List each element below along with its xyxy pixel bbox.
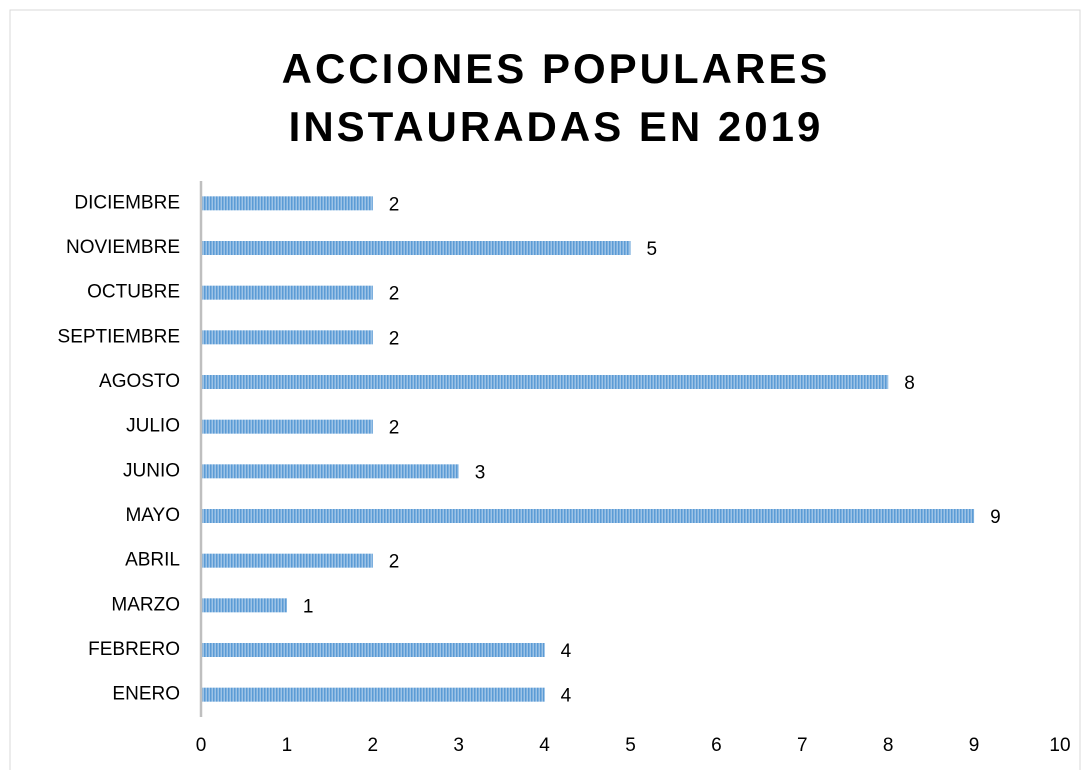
x-tick-label: 10: [1049, 735, 1070, 756]
x-tick-label: 1: [282, 735, 293, 756]
chart-title: ACCIONES POPULARES: [282, 45, 831, 92]
bar: [201, 687, 545, 702]
y-tick-label: MAYO: [125, 505, 180, 526]
y-tick-label: ENERO: [112, 684, 180, 705]
data-label: 8: [904, 373, 915, 394]
bar: [201, 419, 373, 434]
data-label: 2: [389, 418, 400, 439]
bar: [201, 196, 373, 211]
x-tick-label: 9: [969, 735, 980, 756]
data-label: 2: [389, 328, 400, 349]
x-tick-label: 0: [196, 735, 207, 756]
bar: [201, 509, 975, 523]
y-tick-label: SEPTIEMBRE: [58, 326, 180, 347]
y-tick-label: AGOSTO: [99, 371, 180, 392]
x-tick-label: 4: [539, 735, 550, 756]
y-tick-label: OCTUBRE: [87, 282, 180, 303]
y-tick-label: JUNIO: [123, 460, 180, 481]
x-tick-label: 2: [368, 735, 379, 756]
data-label: 1: [303, 596, 314, 617]
bar: [201, 285, 373, 300]
y-tick-label: MARZO: [111, 594, 180, 615]
bar: [201, 464, 459, 479]
data-label: 2: [389, 284, 400, 305]
chart-frame: [9, 9, 1081, 770]
x-tick-label: 7: [797, 735, 808, 756]
data-label: 5: [647, 239, 658, 260]
bar: [201, 330, 373, 345]
x-tick-label: 5: [625, 735, 636, 756]
x-tick-label: 8: [883, 735, 894, 756]
data-label: 4: [561, 686, 572, 707]
bar: [201, 553, 373, 568]
chart-title: INSTAURADAS EN 2019: [289, 103, 824, 150]
y-tick-label: NOVIEMBRE: [66, 237, 180, 258]
bar: [201, 598, 287, 613]
y-tick-label: ABRIL: [125, 550, 180, 571]
x-tick-label: 6: [711, 735, 722, 756]
bar: [201, 643, 545, 657]
data-label: 3: [475, 462, 486, 483]
data-label: 4: [561, 641, 572, 662]
y-tick-label: JULIO: [126, 416, 180, 437]
y-tick-label: DICIEMBRE: [74, 192, 180, 213]
data-label: 2: [389, 552, 400, 573]
bar: [201, 241, 631, 255]
bar: [201, 375, 889, 389]
data-label: 9: [990, 507, 1001, 528]
y-tick-label: FEBRERO: [88, 639, 180, 660]
x-tick-label: 3: [453, 735, 464, 756]
data-label: 2: [389, 194, 400, 215]
